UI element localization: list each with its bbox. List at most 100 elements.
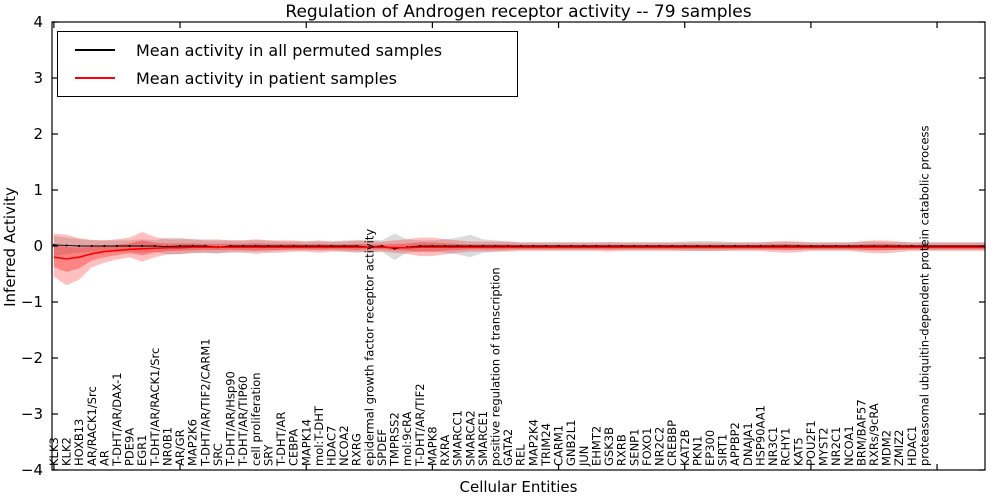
category-label: MYST2 [817, 427, 831, 466]
category-label: TRIM24 [539, 423, 553, 467]
permuted-mean-marker [141, 244, 144, 248]
y-tick-label: −1 [21, 293, 43, 311]
category-label: GATA2 [501, 429, 515, 466]
category-label: MDM2 [880, 430, 894, 466]
y-tick-label: −3 [21, 405, 43, 423]
legend-label-permuted: Mean activity in all permuted samples [136, 40, 443, 60]
category-label: GSK3B [602, 427, 616, 466]
category-label: KLK3 [47, 437, 61, 466]
category-label: RCHY1 [779, 428, 793, 466]
category-label: REL [514, 444, 528, 466]
category-label: mol:T-DHT [312, 405, 326, 466]
category-label: SENP1 [627, 429, 641, 466]
category-label: NR3C1 [766, 427, 780, 466]
category-label: KLK2 [60, 437, 74, 466]
category-label: T-DHT/AR [274, 412, 288, 467]
legend-line-permuted-swatch [75, 49, 115, 51]
category-label: HDAC1 [905, 426, 919, 466]
permuted-mean-marker [128, 244, 131, 248]
permuted-mean-marker [90, 244, 93, 248]
category-label: HOXB13 [72, 419, 86, 466]
y-tick-label: 1 [33, 181, 43, 199]
category-label: T-DHT/AR/RACK1/Src [148, 348, 162, 467]
category-label: NR0B1 [160, 427, 174, 466]
y-tick-label: 2 [33, 125, 43, 143]
permuted-mean-marker [178, 244, 182, 248]
category-label: AR/RACK1/Src [85, 386, 99, 466]
permuted-mean-marker [115, 244, 119, 248]
category-label: T-DHT/AR/TIF2 [413, 383, 427, 467]
category-label: TMPRSS2 [388, 412, 402, 467]
category-label: CREBBP [665, 420, 679, 466]
category-label: RXRB [615, 434, 629, 466]
category-label: EHMT2 [589, 426, 603, 466]
chart-title: Regulation of Androgen receptor activity… [285, 2, 752, 22]
category-label: KAT5 [791, 437, 805, 466]
category-label: RXRs/9cRA [867, 403, 881, 466]
permuted-mean-marker [153, 244, 156, 248]
category-label: CEBPA [287, 429, 301, 466]
category-label: NR2C1 [829, 427, 843, 466]
legend-label-patient: Mean activity in patient samples [136, 68, 397, 88]
category-label: ZMIZ2 [892, 430, 906, 466]
category-label: HDAC7 [324, 426, 338, 466]
category-label: SMARCA2 [463, 410, 477, 466]
category-label: NR2C2 [653, 427, 667, 466]
category-label: MAPK8 [425, 426, 439, 466]
category-label: NCOA1 [842, 425, 856, 466]
x-axis-label: Cellular Entities [459, 478, 578, 496]
category-label: T-DHT/AR/TIF2/CARM1 [198, 338, 212, 467]
category-label: SMARCC1 [451, 410, 465, 466]
category-label: APPBP2 [728, 422, 742, 466]
y-tick-label: 3 [33, 69, 43, 87]
category-label: AR/GR [173, 429, 187, 466]
legend-line-patient-swatch [75, 77, 115, 79]
category-label: CARM1 [552, 425, 566, 466]
permuted-mean-marker [65, 244, 68, 247]
patient-mean-line [53, 246, 985, 260]
category-label: BRM/BAF57 [854, 399, 868, 466]
category-label: epidermal growth factor receptor activit… [362, 229, 376, 466]
category-label: SRY [261, 443, 275, 466]
y-tick-label: −2 [21, 349, 43, 367]
legend-entry-patient: Mean activity in patient samples [58, 65, 517, 91]
category-label: SIRT1 [716, 434, 730, 466]
y-tick-label: −4 [21, 461, 43, 479]
category-label: JUN [577, 446, 591, 467]
category-label: SRC [211, 443, 225, 466]
permuted-mean-marker [103, 244, 106, 248]
y-tick-label: 4 [33, 13, 43, 31]
patient-confidence-band-inner [53, 240, 985, 273]
category-label: PDE9A [123, 428, 137, 466]
category-label: SMARCE1 [476, 411, 490, 466]
patient-confidence-band-outer [53, 232, 985, 286]
category-label: KAT2B [678, 429, 692, 466]
category-label: AR [97, 450, 111, 466]
category-label: T-DHT/AR/TIP60 [236, 376, 250, 467]
category-label: MAPK14 [299, 419, 313, 466]
category-label: POU2F1 [804, 420, 818, 466]
category-label: MAP2K4 [526, 419, 540, 466]
y-tick-label: 0 [33, 237, 43, 255]
category-label: cell proliferation [249, 372, 263, 466]
category-label: FOXO1 [640, 428, 654, 466]
category-label: PKN1 [690, 436, 704, 466]
legend: Mean activity in all permuted samples Me… [57, 31, 518, 97]
category-label: EGR1 [135, 435, 149, 467]
category-label: RXRA [438, 435, 452, 466]
category-label: T-DHT/AR/DAX-1 [110, 372, 124, 467]
permuted-mean-marker [78, 244, 81, 248]
category-label: SPDEF [375, 429, 389, 466]
category-label: EP300 [703, 430, 717, 466]
category-label: T-DHT/AR/Hsp90 [224, 371, 238, 467]
category-label: DNAJA1 [741, 422, 755, 466]
category-label: HSP90AA1 [753, 405, 767, 466]
category-label: NCOA2 [337, 425, 351, 466]
category-label: MAP2K6 [186, 419, 200, 466]
category-label: proteasomal ubiquitin-dependent protein … [917, 125, 931, 466]
category-label: mol:9cRA [400, 412, 414, 466]
category-label: positive regulation of transcription [488, 267, 502, 466]
category-label: GNB2L1 [564, 420, 578, 466]
